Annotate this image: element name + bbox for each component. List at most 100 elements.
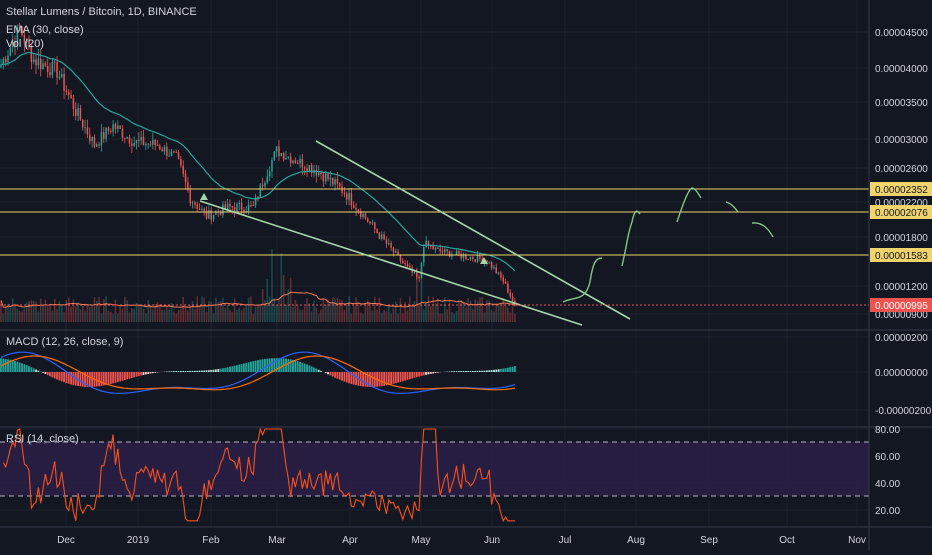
volume-bar bbox=[175, 314, 177, 322]
volume-bar bbox=[168, 309, 170, 322]
volume-bar bbox=[159, 304, 161, 322]
candle-body bbox=[446, 249, 448, 251]
candle-body bbox=[467, 259, 469, 260]
macd-histogram-bar bbox=[451, 371, 453, 372]
volume-bar bbox=[91, 306, 93, 322]
macd-histogram-bar bbox=[49, 372, 51, 376]
macd-histogram-bar bbox=[512, 367, 514, 372]
volume-bar bbox=[502, 298, 504, 322]
macd-histogram-bar bbox=[346, 372, 348, 382]
candle-body bbox=[302, 159, 304, 168]
candle-body bbox=[297, 163, 299, 164]
macd-histogram-bar bbox=[208, 370, 210, 372]
candle-body bbox=[248, 205, 250, 211]
volume-bar bbox=[491, 310, 493, 322]
volume-bar bbox=[229, 310, 231, 322]
macd-histogram-bar bbox=[418, 372, 420, 377]
candle-body bbox=[435, 248, 437, 250]
candle-body bbox=[80, 108, 82, 120]
volume-bar bbox=[238, 308, 240, 322]
candle-body bbox=[512, 296, 513, 301]
price-tick-label: 0.00004000 bbox=[875, 64, 928, 75]
price-tick-label: 0.00001200 bbox=[875, 282, 928, 293]
macd-histogram-bar bbox=[474, 371, 476, 372]
candle-body bbox=[507, 284, 509, 293]
volume-legend[interactable]: Vol (20) bbox=[6, 38, 44, 50]
ema-legend[interactable]: EMA (30, close) bbox=[6, 24, 84, 36]
volume-bar bbox=[133, 309, 135, 322]
candle-body bbox=[203, 209, 205, 211]
macd-histogram-bar bbox=[19, 363, 21, 372]
volume-bar bbox=[108, 311, 110, 322]
macd-histogram-bar bbox=[486, 370, 488, 372]
candle-body bbox=[40, 59, 42, 69]
candle-body bbox=[493, 267, 495, 268]
volume-bar bbox=[388, 305, 390, 322]
macd-histogram-bar bbox=[308, 365, 310, 372]
symbol-legend[interactable]: Stellar Lumens / Bitcoin, 1D, BINANCE bbox=[6, 6, 197, 18]
candle-body bbox=[75, 109, 77, 116]
macd-histogram-bar bbox=[129, 372, 131, 379]
volume-bar bbox=[173, 311, 175, 322]
macd-histogram-bar bbox=[318, 370, 320, 372]
volume-bar bbox=[227, 305, 229, 322]
price-tick-label: 0.00003500 bbox=[875, 98, 928, 109]
volume-bar bbox=[467, 298, 469, 322]
volume-bar bbox=[21, 311, 23, 322]
candle-body bbox=[199, 209, 201, 210]
macd-histogram-bar bbox=[119, 372, 121, 381]
macd-histogram-bar bbox=[63, 372, 65, 382]
volume-bar bbox=[126, 300, 128, 322]
volume-bar bbox=[285, 305, 287, 322]
volume-bar bbox=[449, 300, 451, 322]
candle-body bbox=[288, 157, 290, 158]
macd-histogram-bar bbox=[491, 370, 493, 372]
macd-histogram-bar bbox=[51, 372, 53, 377]
candle-body bbox=[159, 146, 161, 150]
volume-bar bbox=[318, 314, 320, 322]
candle-body bbox=[355, 208, 357, 210]
candle-body bbox=[295, 161, 297, 164]
macd-histogram-bar bbox=[23, 364, 25, 372]
candle-body bbox=[112, 124, 114, 132]
candle-body bbox=[367, 218, 369, 222]
macd-histogram-bar bbox=[355, 372, 357, 385]
candle-body bbox=[442, 251, 444, 252]
macd-histogram-bar bbox=[339, 372, 341, 380]
volume-bar bbox=[199, 305, 201, 322]
candle-body bbox=[386, 240, 388, 244]
macd-histogram-bar bbox=[297, 361, 299, 372]
candle-body bbox=[470, 257, 472, 259]
volume-bar bbox=[196, 296, 198, 322]
macd-histogram-bar bbox=[336, 372, 338, 379]
volume-bar bbox=[362, 314, 364, 322]
macd-histogram-bar bbox=[203, 371, 205, 372]
rsi-tick-label: 60.00 bbox=[875, 452, 900, 463]
volume-bar bbox=[14, 304, 16, 322]
macd-histogram-bar bbox=[229, 367, 231, 372]
volume-bar bbox=[33, 301, 35, 322]
candle-body bbox=[323, 174, 325, 181]
volume-bar bbox=[73, 299, 75, 322]
macd-histogram-bar bbox=[199, 371, 201, 372]
volume-bar bbox=[87, 305, 89, 322]
volume-bar bbox=[274, 298, 276, 322]
macd-histogram-bar bbox=[484, 371, 486, 372]
candle-body bbox=[260, 185, 262, 198]
candle-body bbox=[477, 255, 479, 262]
volume-bar bbox=[52, 311, 54, 322]
volume-bar bbox=[38, 312, 40, 322]
rsi-legend[interactable]: RSI (14, close) bbox=[6, 433, 79, 445]
macd-histogram-bar bbox=[152, 372, 154, 373]
candle-body bbox=[229, 204, 231, 206]
macd-legend[interactable]: MACD (12, 26, close, 9) bbox=[6, 336, 123, 348]
macd-histogram-bar bbox=[334, 372, 336, 378]
macd-histogram-bar bbox=[7, 359, 9, 372]
macd-histogram-bar bbox=[248, 362, 250, 372]
macd-histogram-bar bbox=[467, 371, 469, 372]
candle-body bbox=[194, 202, 196, 204]
volume-bar bbox=[145, 313, 147, 322]
macd-histogram-bar bbox=[255, 361, 257, 372]
